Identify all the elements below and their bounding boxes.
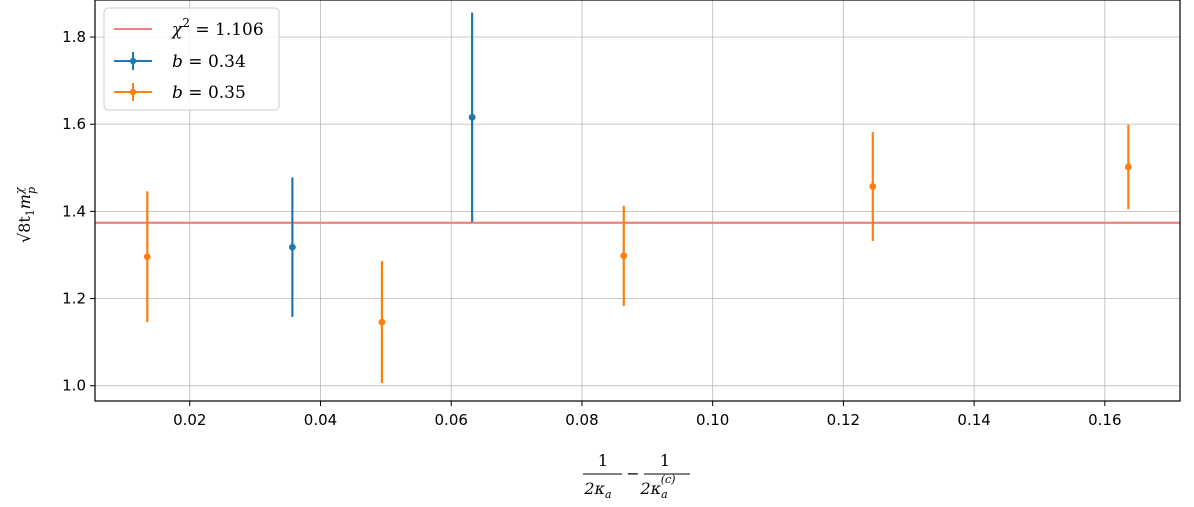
y-tick-label: 1.2 bbox=[62, 290, 86, 308]
svg-text:2κa: 2κa bbox=[583, 479, 611, 501]
xlabel-num2: 1 bbox=[660, 451, 670, 470]
svg-text:b = 0.34: b = 0.34 bbox=[172, 52, 246, 72]
data-point bbox=[468, 113, 476, 121]
legend-item-series-1: b = 0.34 bbox=[114, 52, 246, 72]
x-tick-label: 0.06 bbox=[435, 411, 468, 429]
ylabel-sub: 1 bbox=[24, 209, 37, 216]
legend-fit-label: χ bbox=[171, 20, 184, 40]
data-point bbox=[620, 252, 628, 260]
xlabel-den2-main: 2κ bbox=[640, 479, 662, 498]
xlabel-den2-sub: a bbox=[661, 488, 668, 501]
x-tick-label: 0.04 bbox=[304, 411, 337, 429]
data-marks bbox=[143, 12, 1132, 384]
svg-text:b = 0.35: b = 0.35 bbox=[172, 83, 246, 103]
data-point bbox=[1124, 163, 1132, 171]
ylabel-mid: m bbox=[15, 194, 34, 209]
legend-box bbox=[103, 7, 280, 111]
legend-series-2-var: b bbox=[172, 83, 183, 103]
y-axis-label: √8t1mpχ bbox=[13, 186, 38, 243]
legend-item-fit: χ2 = 1.106 bbox=[114, 16, 264, 40]
svg-text:√8t1mpχ: √8t1mpχ bbox=[13, 186, 38, 243]
legend: χ2 = 1.106 b = 0.34 b = 0.35 bbox=[103, 7, 280, 111]
legend-series-1-var: b bbox=[172, 52, 183, 72]
x-tick-label: 0.10 bbox=[696, 411, 729, 429]
xlabel-minus: − bbox=[626, 464, 639, 483]
y-tick-label: 1.4 bbox=[62, 202, 86, 220]
grid bbox=[95, 0, 1180, 401]
xlabel-num1: 1 bbox=[598, 451, 608, 470]
legend-series-1-value: = 0.34 bbox=[183, 52, 246, 72]
data-point bbox=[143, 253, 151, 261]
legend-item-series-2: b = 0.35 bbox=[114, 83, 246, 103]
legend-fit-value: = 1.106 bbox=[190, 20, 264, 40]
legend-series-2-swatch bbox=[114, 83, 152, 101]
y-tick-label: 1.0 bbox=[62, 377, 86, 395]
ylabel-sub2: p bbox=[25, 187, 38, 194]
x-axis-label: 1 2κa − 1 2κa(c) bbox=[583, 451, 690, 501]
ylabel-main: √8t bbox=[15, 216, 34, 243]
ticks: 0.02 0.04 0.06 0.08 0.10 0.12 0.14 0.16 1.0 1.2 1.… bbox=[62, 28, 1121, 429]
series-2 bbox=[143, 124, 1132, 384]
svg-text:2κa(c): 2κa (c) bbox=[640, 473, 676, 501]
x-tick-label: 0.08 bbox=[565, 411, 598, 429]
series-1 bbox=[288, 12, 476, 317]
xlabel-den2-sup: (c) bbox=[661, 473, 676, 486]
x-tick-label: 0.02 bbox=[173, 411, 206, 429]
xlabel-den1-sub: a bbox=[605, 488, 612, 501]
legend-fit-sup: 2 bbox=[182, 16, 190, 30]
x-tick-label: 0.14 bbox=[957, 411, 990, 429]
x-tick-label: 0.12 bbox=[827, 411, 860, 429]
y-tick-label: 1.6 bbox=[62, 115, 86, 133]
data-point bbox=[378, 318, 386, 326]
y-tick-label: 1.8 bbox=[62, 28, 86, 46]
svg-text:χ2 = 1.106: χ2 = 1.106 bbox=[171, 16, 264, 40]
legend-series-2-value: = 0.35 bbox=[183, 83, 246, 103]
plot-frame bbox=[94, 0, 1181, 402]
data-point bbox=[869, 183, 877, 190]
x-tick-label: 0.16 bbox=[1088, 411, 1121, 429]
legend-series-1-swatch bbox=[114, 52, 152, 70]
data-point bbox=[288, 243, 296, 251]
ylabel-sup2: χ bbox=[13, 186, 26, 195]
xlabel-den1-main: 2κ bbox=[583, 479, 605, 498]
